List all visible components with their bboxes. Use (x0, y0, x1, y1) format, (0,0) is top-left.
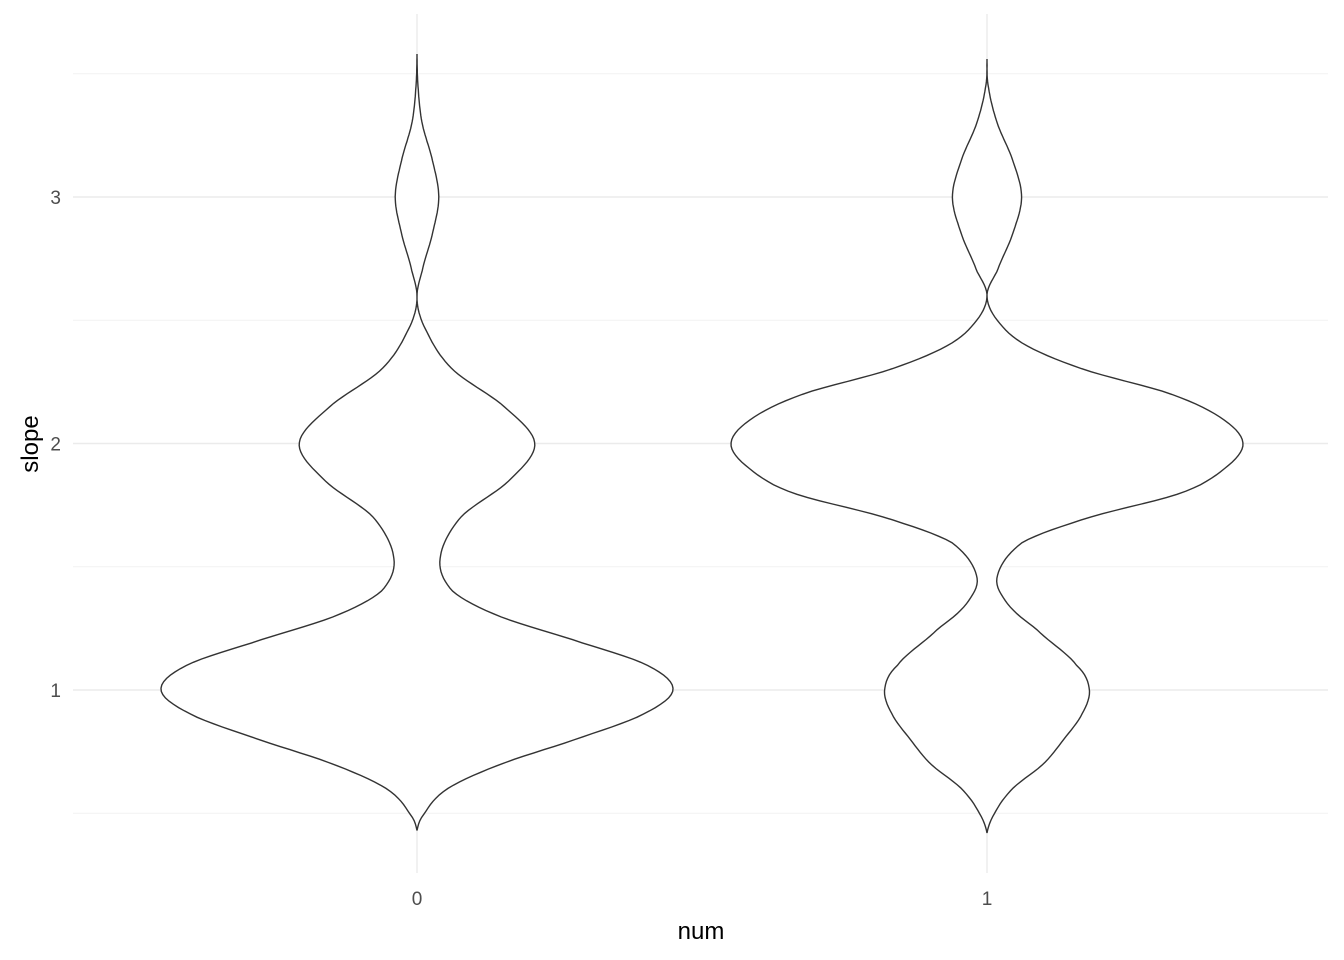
x-tick-label: 1 (982, 889, 993, 910)
violin-1 (730, 59, 1244, 834)
x-axis-title: num (678, 918, 725, 945)
y-tick-label: 3 (50, 188, 61, 209)
violins (160, 54, 1244, 834)
x-tick-label: 0 (412, 889, 423, 910)
violin-0 (160, 54, 674, 831)
y-tick-label: 2 (50, 435, 61, 456)
y-axis-title: slope (17, 415, 44, 472)
tick-labels: 1 2 3 0 1 (50, 188, 992, 910)
y-tick-label: 1 (50, 681, 61, 702)
